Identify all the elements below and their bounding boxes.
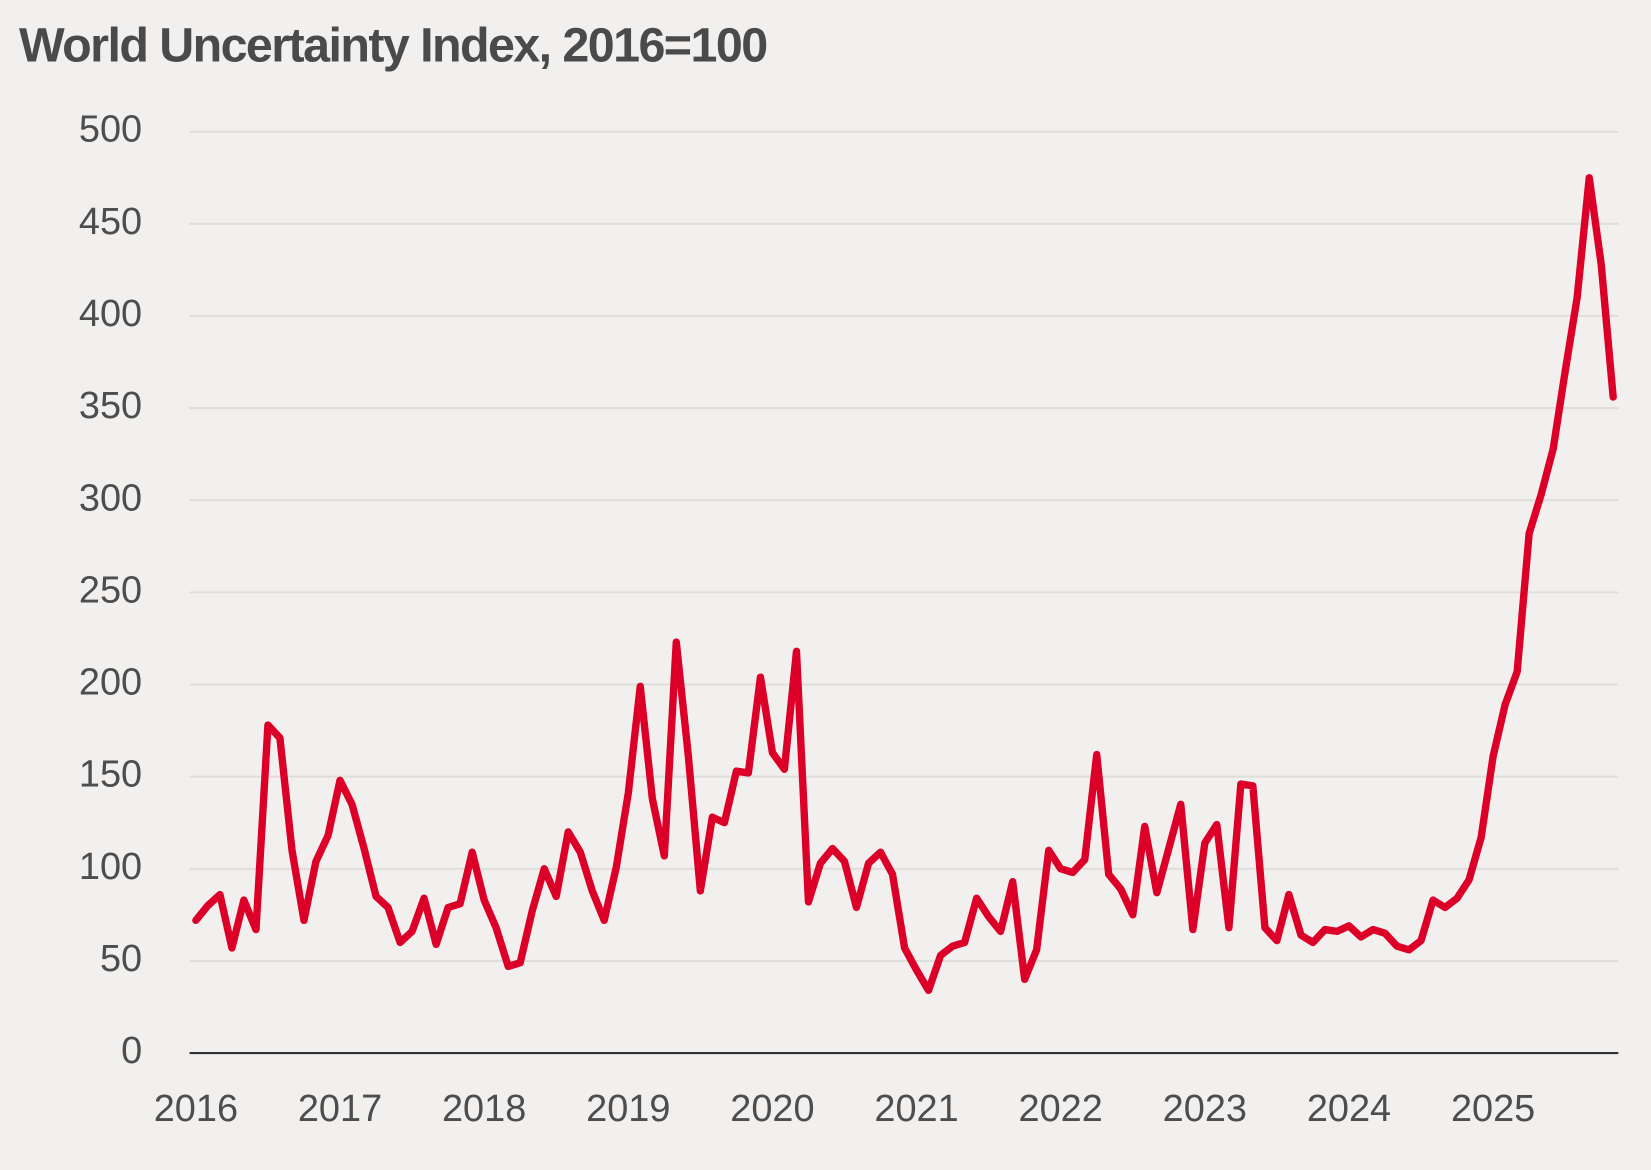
x-tick-label: 2017: [298, 1088, 382, 1130]
data-line: [192, 174, 1617, 995]
y-tick-label: 200: [79, 662, 142, 704]
x-tick-label: 2016: [154, 1088, 238, 1130]
x-tick-label: 2025: [1451, 1088, 1535, 1130]
chart-title: World Uncertainty Index, 2016=100: [19, 18, 767, 72]
x-tick-label: 2024: [1307, 1088, 1391, 1130]
x-tick-label: 2019: [586, 1088, 670, 1130]
x-tick-label: 2023: [1163, 1088, 1247, 1130]
y-tick-label: 400: [79, 293, 142, 335]
y-tick-label: 50: [100, 938, 142, 980]
x-tick-label: 2020: [730, 1088, 814, 1130]
x-tick-label: 2018: [442, 1088, 526, 1130]
y-tick-label: 100: [79, 846, 142, 888]
y-tick-label: 150: [79, 754, 142, 796]
y-tick-label: 350: [79, 385, 142, 427]
y-tick-label: 0: [121, 1030, 142, 1072]
x-tick-label: 2021: [874, 1088, 958, 1130]
y-tick-label: 250: [79, 569, 142, 611]
x-tick-label: 2022: [1019, 1088, 1103, 1130]
y-tick-label: 500: [79, 109, 142, 151]
y-tick-label: 450: [79, 201, 142, 243]
y-tick-label: 300: [79, 477, 142, 519]
